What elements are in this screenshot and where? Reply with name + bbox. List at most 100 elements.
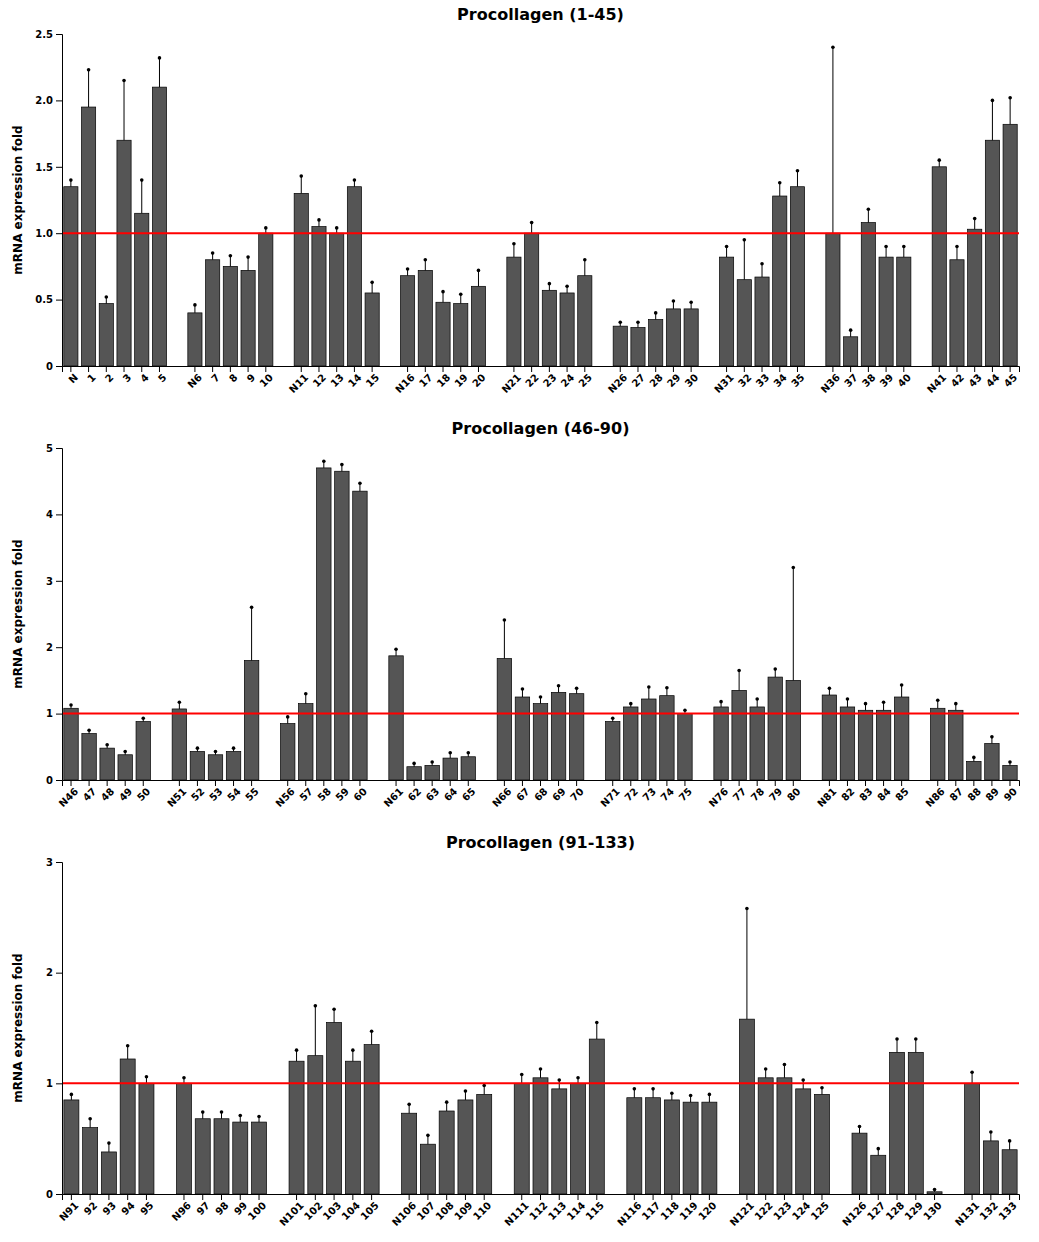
x-tick-label: 95 [138,1200,156,1218]
bar [985,140,999,366]
x-tick-mark [296,1194,297,1200]
error-cap [755,697,759,701]
x-tick-mark [793,780,794,786]
x-tick: 113 [546,1194,569,1222]
bar [458,1100,473,1194]
x-tick-label: 48 [99,786,117,804]
bar [684,309,698,366]
bar [335,471,349,780]
bar [120,1059,135,1194]
x-tick-mark [318,366,319,372]
x-tick-label: 113 [546,1200,569,1223]
error-cap [970,1070,974,1074]
bar [347,187,361,366]
x-tick-label: 132 [978,1200,1001,1223]
bar [364,1045,379,1194]
x-tick-label: 62 [406,786,424,804]
bar [666,309,680,366]
y-tick-label: 2.5 [35,29,53,40]
error-bar [779,183,780,196]
x-tick: 19 [452,366,470,389]
x-tick-mark [443,366,444,372]
error-cap [370,1030,374,1034]
x-tick: 48 [99,780,117,803]
error-cap [406,267,410,271]
x-tick-mark [396,780,397,786]
x-tick-mark [141,366,142,372]
x-tick: 132 [978,1194,1001,1222]
error-cap [670,1091,674,1095]
x-tick: 7 [209,366,222,384]
x-tick: N36 [819,366,843,395]
error-cap [796,169,800,173]
x-tick-mark [868,366,869,372]
x-tick: 77 [731,780,749,803]
bar [100,748,114,780]
x-tick-label: N66 [490,786,514,810]
error-cap [430,760,434,764]
error-bar [992,100,993,140]
x-tick-label: 82 [839,786,857,804]
x-tick: 125 [809,1194,832,1222]
x-tick-label: 17 [417,372,435,390]
y-axis-line [56,449,63,781]
x-tick-mark [197,780,198,786]
bar [118,755,132,780]
error-cap [773,667,777,671]
x-tick-label: N [66,372,80,386]
error-bar [334,1009,335,1022]
x-tick-label: N6 [185,372,204,391]
x-tick-label: 8 [227,372,240,385]
bar [768,677,782,780]
x-tick: 74 [658,780,676,803]
x-tick: 53 [207,780,225,803]
x-tick: 108 [433,1194,456,1222]
x-tick-mark [721,780,722,786]
x-tick-label: 73 [640,786,658,804]
error-cap [972,756,976,760]
bar [226,751,240,780]
x-tick: 4 [138,366,151,384]
x-tick: 104 [340,1194,363,1222]
error-cap [900,683,904,687]
error-cap [512,242,516,246]
x-tick-label: 20 [470,372,488,390]
error-cap [1008,96,1012,100]
bar [439,1111,454,1194]
error-cap [629,702,633,706]
x-tick-mark [684,780,685,786]
x-tick-mark [576,780,577,786]
x-tick-mark [797,366,798,372]
x-tick: 18 [435,366,453,389]
x-tick: 23 [541,366,559,389]
error-bar [513,244,514,257]
bar [477,1094,492,1194]
x-tick-label: 59 [333,786,351,804]
error-cap [105,295,109,299]
x-tick: 15 [364,366,382,389]
error-bar [784,1065,785,1078]
x-tick-label: 123 [771,1200,794,1223]
x-tick-mark [673,366,674,372]
bar [542,290,556,366]
x-tick: 79 [767,780,785,803]
bar [613,326,627,366]
y-tick-label: 4 [46,509,53,520]
x-tick-label: N76 [707,786,731,810]
bar [664,1100,679,1194]
x-tick-mark [779,366,780,372]
bar [345,1061,360,1194]
x-tick: 30 [683,366,701,389]
x-tick-mark [648,780,649,786]
y-tick-label: 0 [46,361,53,372]
x-tick-mark [726,366,727,372]
bar [852,1133,867,1194]
x-tick: 128 [884,1194,907,1222]
y-tick-mark [56,366,62,367]
error-cap [611,716,615,720]
error-cap [503,618,507,622]
bar [64,1100,79,1194]
error-cap [743,238,747,242]
x-tick: 40 [895,366,913,389]
x-tick: 32 [736,366,754,389]
